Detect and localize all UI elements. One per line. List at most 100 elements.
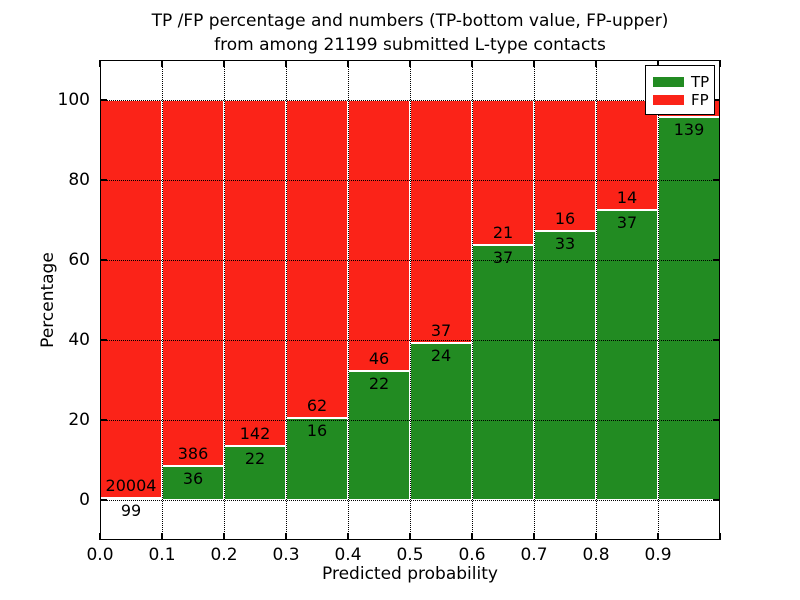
x-tick-label: 0.0	[86, 545, 114, 565]
y-tickmark	[100, 179, 107, 181]
x-tick-label: 0.3	[272, 545, 300, 565]
x-gridline	[162, 60, 163, 540]
tp-bar-segment	[534, 230, 596, 500]
x-tickmark	[285, 533, 287, 540]
y-tickmark	[713, 179, 720, 181]
x-tickmark	[347, 60, 349, 67]
x-axis-title: Predicted probability	[322, 564, 498, 584]
tp-bar-segment	[596, 209, 658, 500]
x-gridline	[410, 60, 411, 540]
x-tickmark	[161, 533, 163, 540]
y-tickmark	[713, 259, 720, 261]
tp-count-label: 16	[306, 420, 328, 440]
x-tickmark	[99, 60, 101, 67]
x-tickmark	[347, 533, 349, 540]
fp-legend-swatch-icon	[653, 94, 684, 105]
x-tick-label: 0.6	[458, 545, 486, 565]
y-tickmark	[713, 499, 720, 501]
x-tick-label: 0.9	[644, 545, 672, 565]
chart-title: TP /FP percentage and numbers (TP-bottom…	[100, 9, 720, 57]
x-gridline	[534, 60, 535, 540]
x-tick-label: 0.4	[334, 545, 362, 565]
tp-bar-segment	[348, 370, 410, 500]
tp-bar-segment	[658, 116, 720, 500]
y-tickmark	[713, 99, 720, 101]
tp-count-label: 139	[673, 119, 705, 139]
y-tick-label: 60	[68, 250, 90, 270]
y-tickmark	[713, 339, 720, 341]
tp-count-label: 36	[182, 468, 204, 488]
tp-legend-swatch-icon	[653, 76, 684, 87]
x-gridline	[224, 60, 225, 540]
fp-count-label: 62	[306, 395, 328, 415]
x-tick-label: 0.8	[582, 545, 610, 565]
x-tick-label: 0.7	[520, 545, 548, 565]
chart-title-line1: TP /FP percentage and numbers (TP-bottom…	[151, 11, 669, 31]
x-tickmark	[533, 533, 535, 540]
legend: TP FP	[645, 65, 715, 115]
fp-count-label: 14	[616, 187, 638, 207]
tp-bar-segment	[472, 244, 534, 500]
fp-count-label: 142	[239, 424, 271, 444]
fp-bar-segment	[596, 100, 658, 210]
y-tick-label: 80	[68, 170, 90, 190]
fp-bar-segment	[348, 100, 410, 371]
x-tickmark	[657, 60, 659, 67]
y-tickmark	[100, 99, 107, 101]
y-tick-label: 100	[57, 90, 90, 110]
x-gridline	[286, 60, 287, 540]
x-tickmark	[409, 60, 411, 67]
y-tick-label: 40	[68, 330, 90, 350]
tp-count-label: 22	[368, 373, 390, 393]
x-tickmark	[471, 60, 473, 67]
tp-count-label: 99	[120, 501, 142, 521]
chart-title-line2: from among 21199 submitted L-type contac…	[214, 35, 606, 55]
y-tick-label: 20	[68, 410, 90, 430]
x-tickmark	[595, 533, 597, 540]
x-tickmark	[285, 60, 287, 67]
fp-count-label: 16	[554, 208, 576, 228]
tp-bar-segment	[224, 446, 286, 500]
plot-area: 20004 99 386 36 142 22 62 16 46 22 37 24 21 37 16 33 14 3…	[99, 60, 721, 540]
fp-count-label: 20004	[105, 476, 157, 496]
x-gridline	[596, 60, 597, 540]
fp-bar-segment	[100, 100, 162, 499]
x-tickmark	[719, 60, 721, 67]
x-tickmark	[595, 60, 597, 67]
fp-bar-segment	[224, 100, 286, 447]
fp-bar-segment	[286, 100, 348, 418]
fp-count-label: 21	[492, 222, 514, 242]
x-tickmark	[657, 533, 659, 540]
x-gridline	[658, 60, 659, 540]
tp-bar-segment	[286, 417, 348, 500]
legend-item-tp: TP	[653, 72, 710, 91]
x-tickmark	[533, 60, 535, 67]
y-tickmark	[713, 419, 720, 421]
x-tickmark	[409, 533, 411, 540]
x-tickmark	[161, 60, 163, 67]
tp-count-label: 24	[430, 345, 452, 365]
x-gridline	[472, 60, 473, 540]
x-tick-label: 0.2	[210, 545, 238, 565]
x-gridline	[348, 60, 349, 540]
tp-count-label: 33	[554, 233, 576, 253]
x-tickmark	[223, 533, 225, 540]
fp-count-label: 46	[368, 348, 390, 368]
y-tickmark	[100, 499, 107, 501]
fp-bar-segment	[534, 100, 596, 231]
y-tickmark	[100, 419, 107, 421]
tp-legend-label: TP	[691, 72, 710, 91]
y-tick-label: 0	[79, 490, 90, 510]
fp-bar-segment	[472, 100, 534, 245]
x-tick-label: 0.5	[396, 545, 424, 565]
y-tickmark	[100, 339, 107, 341]
fp-legend-label: FP	[691, 90, 709, 109]
tp-count-label: 37	[616, 212, 638, 232]
x-tickmark	[99, 533, 101, 540]
legend-item-fp: FP	[653, 90, 709, 109]
x-tickmark	[223, 60, 225, 67]
x-tick-label: 0.1	[148, 545, 176, 565]
x-tickmark	[471, 533, 473, 540]
fp-bar-segment	[162, 100, 224, 466]
